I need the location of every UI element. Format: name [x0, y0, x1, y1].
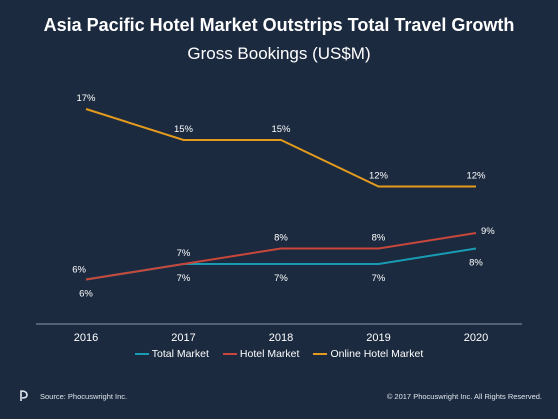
series-line-online-hotel-market [85, 108, 476, 188]
phocuswright-logo-icon [20, 390, 28, 401]
x-tick-label-2018: 2018 [269, 332, 293, 344]
data-label-online-hotel-market-2019: 12% [369, 171, 389, 182]
source-note: Source: Phocuswright Inc. [18, 389, 127, 403]
legend-item-hotel-market: Hotel Market [222, 348, 300, 360]
legend-item-online-hotel-market: Online Hotel Market [313, 348, 423, 360]
data-label-online-hotel-market-2016: 17% [76, 93, 96, 104]
data-label-total-market-2017: 7% [177, 273, 191, 284]
series-line-hotel-market [85, 232, 477, 281]
data-label-total-market-2016: 6% [79, 289, 93, 300]
legend-label-total-market: Total Market [151, 348, 209, 360]
legend-item-total-market: Total Market [134, 348, 209, 360]
data-label-hotel-market-2019: 8% [372, 233, 386, 244]
x-tick-label-2019: 2019 [366, 332, 390, 344]
data-label-hotel-market-2017: 7% [177, 248, 191, 259]
data-label-total-market-2020: 8% [469, 258, 483, 269]
data-label-online-hotel-market-2020: 12% [466, 171, 486, 182]
chart-legend: Total Market Hotel Market Online Hotel M… [0, 348, 558, 360]
legend-label-online-hotel-market: Online Hotel Market [330, 348, 424, 360]
source-text: Source: Phocuswright Inc. [40, 391, 128, 401]
data-label-hotel-market-2020: 9% [481, 226, 495, 237]
data-label-online-hotel-market-2017: 15% [174, 124, 194, 135]
legend-label-hotel-market: Hotel Market [239, 348, 300, 360]
legend-swatch-online-hotel-market [313, 353, 328, 355]
chart-title: Asia Pacific Hotel Market Outstrips Tota… [43, 15, 515, 35]
data-label-hotel-market-2018: 8% [274, 233, 288, 244]
data-label-online-hotel-market-2018: 15% [271, 124, 291, 135]
data-label-total-market-2018: 7% [274, 273, 288, 284]
legend-swatch-total-market [134, 353, 149, 355]
chart-subtitle: Gross Bookings (US$M) [187, 44, 371, 63]
legend-swatch-hotel-market [222, 353, 237, 355]
x-tick-label-2016: 2016 [74, 332, 98, 344]
data-label-hotel-market-2016: 6% [72, 265, 86, 276]
copyright-text: © 2017 Phocuswright Inc. All Rights Rese… [386, 392, 542, 401]
x-tick-label-2020: 2020 [464, 332, 488, 344]
data-label-total-market-2019: 7% [372, 273, 386, 284]
x-tick-label-2017: 2017 [171, 332, 195, 344]
